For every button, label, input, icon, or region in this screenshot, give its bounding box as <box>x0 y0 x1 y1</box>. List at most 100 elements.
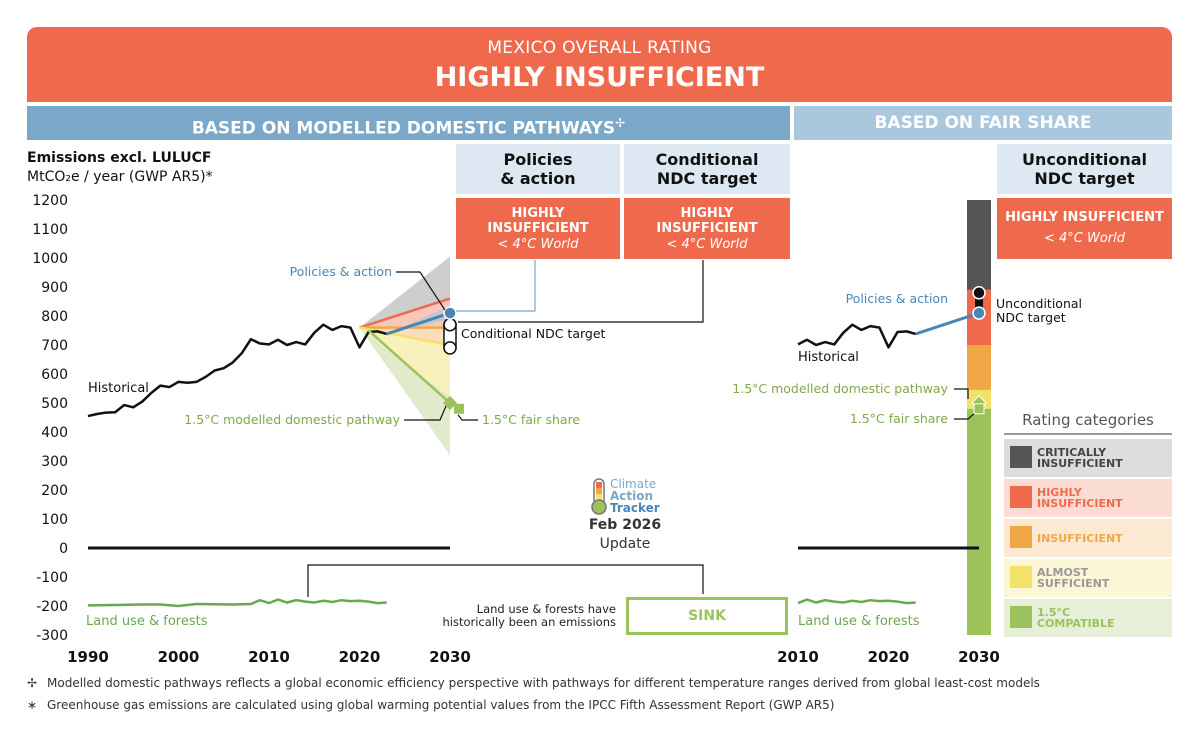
banner-title: HIGHLY INSUFFICIENT <box>434 62 765 93</box>
legend-swatch <box>1010 486 1032 508</box>
legend-item-4: 1.5°C COMPATIBLE <box>1004 599 1172 637</box>
column-head-conditional: Conditional NDC target <box>624 144 790 194</box>
legend-title: Rating categories <box>1022 411 1154 429</box>
x-tick-left-1: 2000 <box>158 648 200 666</box>
footnote-2-symbol: ∗ <box>27 698 38 712</box>
section-header-modelled-label: BASED ON MODELLED DOMESTIC PATHWAYS <box>191 118 616 139</box>
x-tick-left-4: 2030 <box>429 648 471 666</box>
modelled-pathway-marker-left <box>442 395 458 411</box>
y-axis-unit: MtCO₂e / year (GWP AR5)* <box>27 169 213 185</box>
label-unconditional-l1: Unconditional <box>996 296 1082 311</box>
policies-marker-right <box>972 306 986 320</box>
overall-rating-banner <box>27 27 1172 102</box>
pathway-band-4 <box>359 327 450 456</box>
climate-action-tracker-logo-icon <box>591 478 607 515</box>
policies-range-left <box>386 305 450 334</box>
section-header-modelled: BASED ON MODELLED DOMESTIC PATHWAYS✢ <box>27 106 790 140</box>
legend-label: CRITICALLY INSUFFICIENT <box>1037 446 1123 470</box>
legend-divider <box>1004 433 1172 435</box>
sink-note-l2: historically been an emissions <box>442 615 616 629</box>
y-tick-1: 1100 <box>32 222 68 238</box>
pathway-band-0 <box>359 256 450 328</box>
label-modelled-right: 1.5°C modelled domestic pathway <box>732 381 948 396</box>
y-tick-3: 900 <box>41 280 68 296</box>
footnote-1-symbol: ✢ <box>27 676 38 690</box>
x-tick-right-1: 2020 <box>868 648 910 666</box>
legend-label: INSUFFICIENT <box>1037 532 1123 545</box>
fair-share-marker-right <box>973 403 985 415</box>
x-tick-left-3: 2020 <box>339 648 381 666</box>
label-land-use-right: Land use & forests <box>798 614 920 629</box>
label-historical-right: Historical <box>798 350 859 365</box>
legend-swatch <box>1010 566 1032 588</box>
rating-unconditional-world: < 4°C World <box>1043 231 1126 246</box>
x-tick-left-0: 1990 <box>67 648 109 666</box>
update-label: Update <box>599 536 651 552</box>
column-head-unconditional: Unconditional NDC target <box>997 144 1172 194</box>
logo-line3: Tracker <box>610 501 660 515</box>
banner-subtitle: MEXICO OVERALL RATING <box>487 38 712 58</box>
column-head-unconditional-l1: Unconditional <box>1022 150 1147 169</box>
connector-modelled-right <box>954 388 969 399</box>
y-axis-title: Emissions excl. LULUCF <box>27 150 212 166</box>
sink-box: SINK <box>626 597 788 635</box>
rating-unconditional: HIGHLY INSUFFICIENT <box>1005 210 1164 225</box>
y-tick-9: 300 <box>41 454 68 470</box>
label-policies-left: Policies & action <box>290 264 392 279</box>
y-tick-5: 700 <box>41 338 68 354</box>
legend-item-0: CRITICALLY INSUFFICIENT <box>1004 439 1172 477</box>
connector-conditional <box>458 260 704 323</box>
y-tick-8: 400 <box>41 425 68 441</box>
y-tick-14: -200 <box>36 599 68 615</box>
rating-box-policies: HIGHLY INSUFFICIENT < 4°C World <box>456 198 620 259</box>
label-historical-left: Historical <box>88 381 149 396</box>
y-tick-15: -300 <box>36 628 68 644</box>
rating-policies-l2: INSUFFICIENT <box>487 221 589 236</box>
conditional-ndc-high <box>443 317 457 332</box>
policies-marker-left <box>443 306 457 320</box>
connector-fair-share-right <box>954 413 975 420</box>
rating-conditional-l2: INSUFFICIENT <box>656 221 758 236</box>
x-tick-right-0: 2010 <box>777 648 819 666</box>
y-tick-13: -100 <box>36 570 68 586</box>
legend-label: HIGHLY INSUFFICIENT <box>1037 486 1123 510</box>
fair-share-segment-2 <box>967 345 991 390</box>
connector-policies-label <box>396 271 446 311</box>
legend-item-2: INSUFFICIENT <box>1004 519 1172 557</box>
legend-label: ALMOST SUFFICIENT <box>1037 566 1110 590</box>
label-conditional-ndc: Conditional NDC target <box>461 326 606 341</box>
label-modelled-left: 1.5°C modelled domestic pathway <box>184 412 400 427</box>
land-use-line-left <box>87 598 387 608</box>
label-policies-right: Policies & action <box>846 291 948 306</box>
legend-item-1: HIGHLY INSUFFICIENT <box>1004 479 1172 517</box>
sink-note: Land use & forests have historically bee… <box>440 603 616 629</box>
column-head-conditional-l2: NDC target <box>656 169 758 188</box>
x-tick-left-2: 2010 <box>248 648 290 666</box>
connector-policies <box>456 260 536 312</box>
rating-policies-l1: HIGHLY <box>511 206 565 221</box>
rating-policies-world: < 4°C World <box>497 237 579 252</box>
rating-conditional-l1: HIGHLY <box>680 206 734 221</box>
label-fair-share-left: 1.5°C fair share <box>482 412 580 427</box>
y-tick-4: 800 <box>41 309 68 325</box>
fair-share-segment-0 <box>967 200 991 290</box>
label-fair-share-right: 1.5°C fair share <box>850 411 948 426</box>
section-header-modelled-symbol: ✢ <box>615 116 626 130</box>
footnote-2: Greenhouse gas emissions are calculated … <box>47 698 835 712</box>
column-head-policies-l1: Policies <box>503 150 573 169</box>
historical-line-right <box>797 323 916 349</box>
connector-modelled-left <box>404 405 447 421</box>
y-tick-0: 1200 <box>32 193 68 209</box>
fair-share-segment-4 <box>967 408 991 635</box>
policies-line-left <box>386 311 451 336</box>
column-head-policies: Policies & action <box>456 144 620 194</box>
logo-text: Climate Action Tracker <box>580 478 660 514</box>
conditional-ndc-low <box>443 341 457 355</box>
legend-label: 1.5°C COMPATIBLE <box>1037 606 1115 630</box>
y-tick-12: 0 <box>59 541 68 557</box>
rating-box-conditional: HIGHLY INSUFFICIENT < 4°C World <box>624 198 790 259</box>
unconditional-ndc-high <box>972 286 986 300</box>
section-header-fair-share: BASED ON FAIR SHARE <box>794 106 1172 140</box>
legend-swatch <box>1010 446 1032 468</box>
y-tick-2: 1000 <box>32 251 68 267</box>
